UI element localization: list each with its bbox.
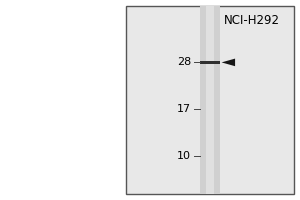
Text: 28: 28 [177, 57, 191, 67]
Text: NCI-H292: NCI-H292 [224, 14, 280, 27]
Bar [200, 61, 220, 64]
Bar [126, 6, 294, 194]
Bar [206, 6, 214, 194]
Polygon shape [222, 59, 235, 66]
Text: 17: 17 [177, 104, 191, 114]
Text: 10: 10 [177, 151, 191, 161]
Bar [200, 6, 220, 194]
